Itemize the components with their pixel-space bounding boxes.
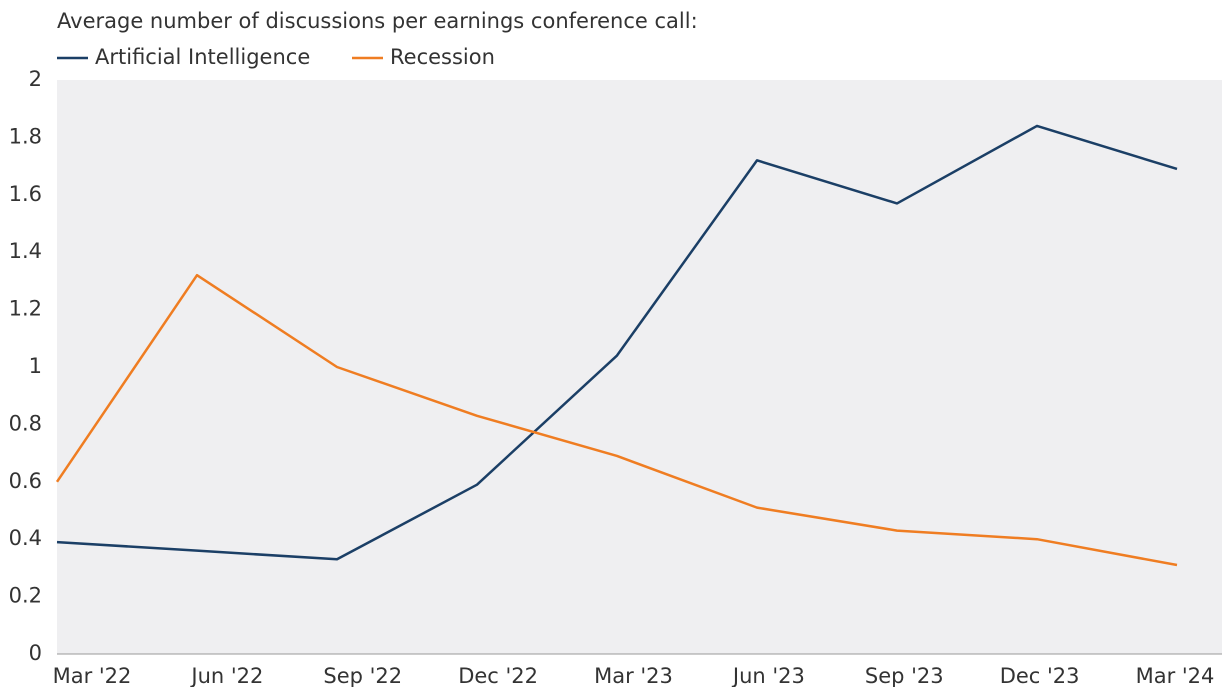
x-tick-label: Mar '23	[594, 664, 673, 687]
x-tick-label: Sep '22	[323, 664, 402, 687]
chart-title: Average number of discussions per earnin…	[57, 9, 698, 33]
y-tick-label: 0.8	[9, 411, 42, 435]
y-tick-label: 1	[29, 354, 42, 378]
x-tick-label: Mar '22	[53, 664, 132, 687]
y-tick-label: 0	[29, 641, 42, 665]
y-tick-label: 1.8	[9, 124, 42, 148]
x-tick-label: Jun '23	[731, 664, 805, 687]
series-line	[55, 273, 1178, 567]
x-tick-label: Mar '24	[1136, 664, 1215, 687]
y-tick-label: 0.2	[9, 584, 42, 608]
x-tick-label: Dec '22	[458, 664, 538, 687]
legend-label: Artificial Intelligence	[95, 45, 310, 69]
series-line	[56, 124, 1178, 561]
x-tick-label: Dec '23	[1000, 664, 1080, 687]
y-tick-label: 0.4	[9, 526, 42, 550]
legend-label: Recession	[390, 45, 495, 69]
y-tick-label: 1.4	[9, 239, 42, 263]
x-tick-label: Sep '23	[865, 664, 944, 687]
y-tick-label: 2	[29, 67, 42, 91]
y-tick-label: 1.2	[9, 297, 42, 321]
y-tick-label: 0.6	[9, 469, 42, 493]
plot-area	[57, 80, 1222, 654]
y-tick-label: 1.6	[9, 182, 42, 206]
x-tick-label: Jun '22	[189, 664, 263, 687]
